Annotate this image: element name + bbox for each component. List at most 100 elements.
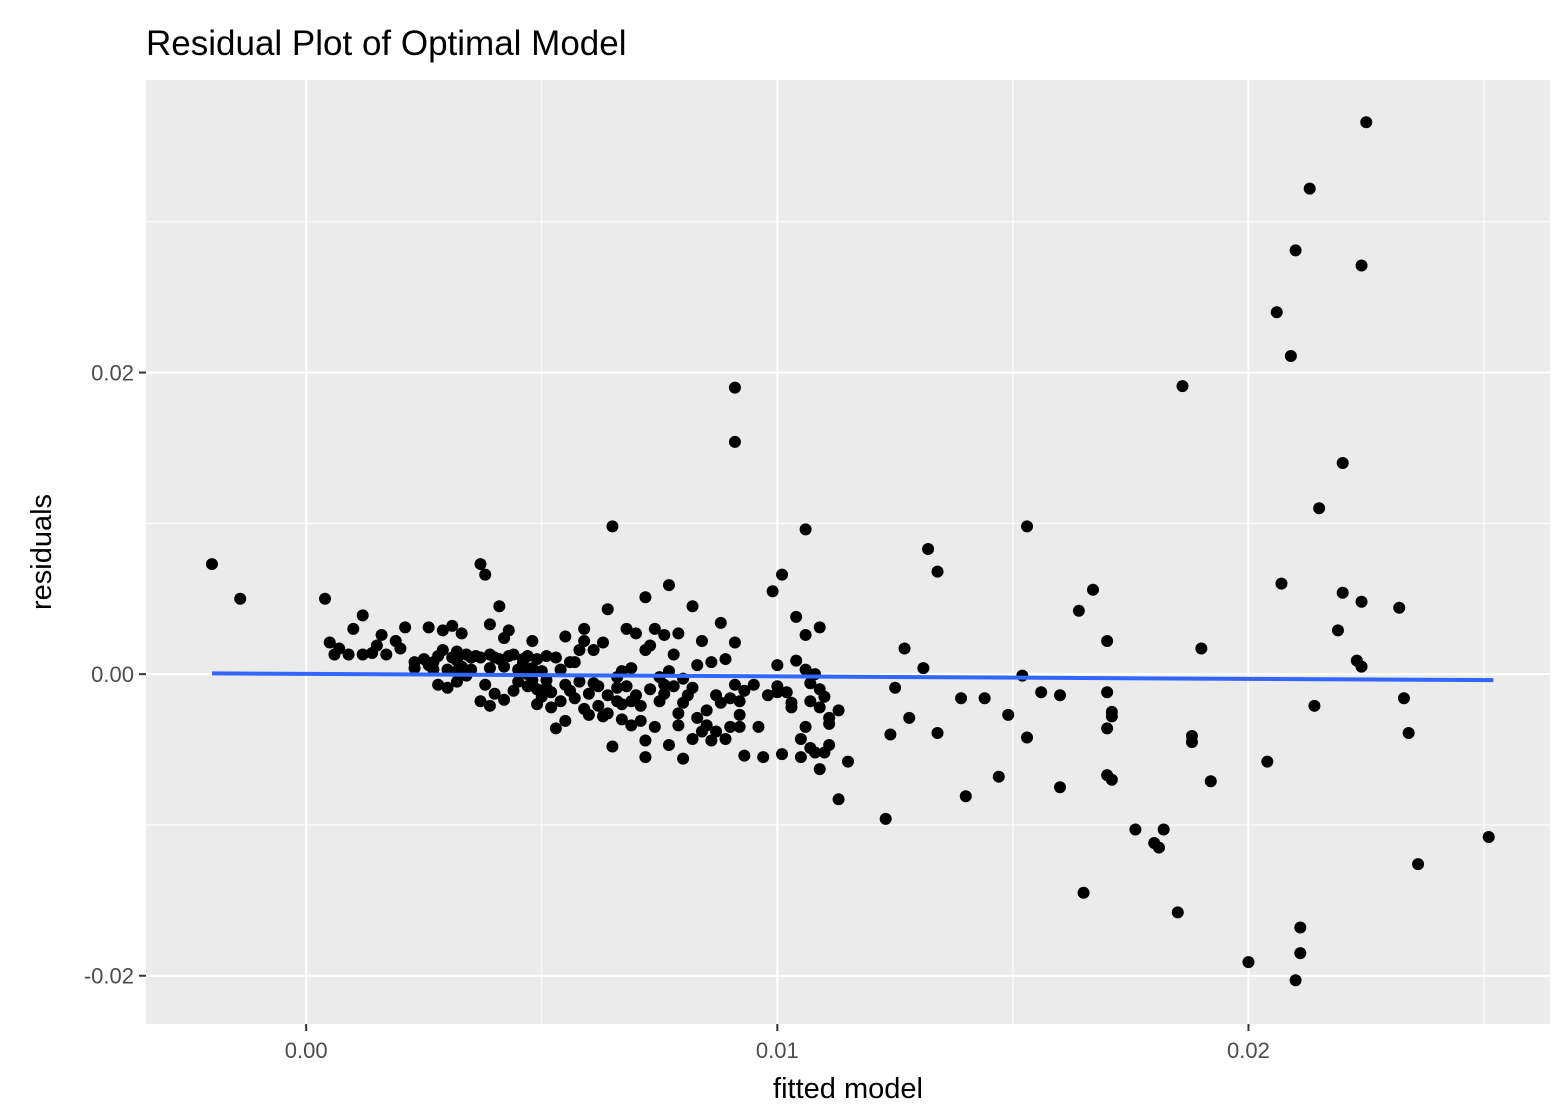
data-point <box>370 639 383 652</box>
data-point <box>813 621 826 634</box>
data-point <box>1185 736 1198 749</box>
data-point <box>507 684 520 697</box>
data-point <box>766 585 779 598</box>
data-point <box>436 624 449 637</box>
x-tick-label: 0.01 <box>756 1038 799 1063</box>
data-point <box>832 704 845 717</box>
data-point <box>686 681 699 694</box>
data-point <box>573 644 586 657</box>
data-point <box>587 644 600 657</box>
data-point <box>554 695 567 708</box>
plot-panel <box>146 80 1550 1024</box>
data-point <box>1101 634 1114 647</box>
data-point <box>493 600 506 613</box>
data-point <box>1402 726 1415 739</box>
data-point <box>1016 669 1029 682</box>
data-point <box>667 648 680 661</box>
data-point <box>714 616 727 629</box>
data-point <box>1054 781 1067 794</box>
data-point <box>422 621 435 634</box>
data-point <box>672 707 685 720</box>
data-point <box>455 660 468 673</box>
data-point <box>771 659 784 672</box>
data-point <box>804 677 817 690</box>
data-point <box>319 592 332 605</box>
data-point <box>620 622 633 635</box>
data-point <box>347 622 360 635</box>
data-point <box>700 704 713 717</box>
data-point <box>728 381 741 394</box>
data-point <box>705 656 718 669</box>
data-point <box>479 568 492 581</box>
data-point <box>1289 244 1302 257</box>
data-point <box>573 675 586 688</box>
data-point <box>601 603 614 616</box>
data-point <box>1035 686 1048 699</box>
data-point <box>549 651 562 664</box>
data-point <box>639 591 652 604</box>
data-point <box>1355 259 1368 272</box>
data-point <box>521 650 534 663</box>
data-point <box>794 732 807 745</box>
data-point <box>804 695 817 708</box>
data-point <box>545 686 558 699</box>
data-point <box>399 621 412 634</box>
data-point <box>648 720 661 733</box>
data-point <box>1021 731 1034 744</box>
data-point <box>432 678 445 691</box>
data-point <box>1176 380 1189 393</box>
y-tick-label: 0.02 <box>91 361 134 386</box>
data-point <box>728 435 741 448</box>
data-point <box>776 568 789 581</box>
data-point <box>1336 586 1349 599</box>
data-point <box>813 763 826 776</box>
data-point <box>1002 708 1015 721</box>
data-point <box>1336 457 1349 470</box>
data-point <box>1308 699 1321 712</box>
data-point <box>1157 823 1170 836</box>
data-point <box>823 711 836 724</box>
data-point <box>809 746 822 759</box>
data-point <box>592 680 605 693</box>
data-point <box>1270 306 1283 319</box>
data-point <box>842 755 854 768</box>
y-axis-ticks: -0.02 0.00 0.02 <box>84 361 146 989</box>
data-point <box>446 619 459 632</box>
data-point <box>1171 906 1184 919</box>
data-point <box>799 628 812 641</box>
data-point <box>662 739 675 752</box>
data-point <box>1101 722 1114 735</box>
x-tick-label: 0.02 <box>1227 1038 1270 1063</box>
data-point <box>559 630 572 643</box>
chart-title: Residual Plot of Optimal Model <box>146 24 627 63</box>
data-point <box>1355 660 1368 673</box>
data-point <box>333 642 346 655</box>
data-point <box>356 609 369 622</box>
data-point <box>931 565 944 578</box>
data-point <box>686 600 699 613</box>
data-point <box>234 592 247 605</box>
data-point <box>691 711 704 724</box>
data-point <box>790 654 803 667</box>
data-point <box>644 683 657 696</box>
data-point <box>658 687 671 700</box>
data-point <box>1412 858 1425 871</box>
data-point <box>582 708 595 721</box>
data-point <box>823 739 836 752</box>
data-point <box>535 690 548 703</box>
data-point <box>620 680 633 693</box>
data-point <box>728 636 741 649</box>
data-point <box>959 790 972 803</box>
data-point <box>992 770 1005 783</box>
data-point <box>705 734 718 747</box>
data-point <box>601 707 614 720</box>
data-point <box>540 650 553 663</box>
data-point <box>738 749 751 762</box>
data-point <box>691 659 704 672</box>
data-point <box>323 636 336 649</box>
data-point <box>1021 520 1034 533</box>
data-point <box>733 720 746 733</box>
data-point <box>955 692 968 705</box>
data-point <box>695 634 708 647</box>
data-point <box>832 793 845 806</box>
